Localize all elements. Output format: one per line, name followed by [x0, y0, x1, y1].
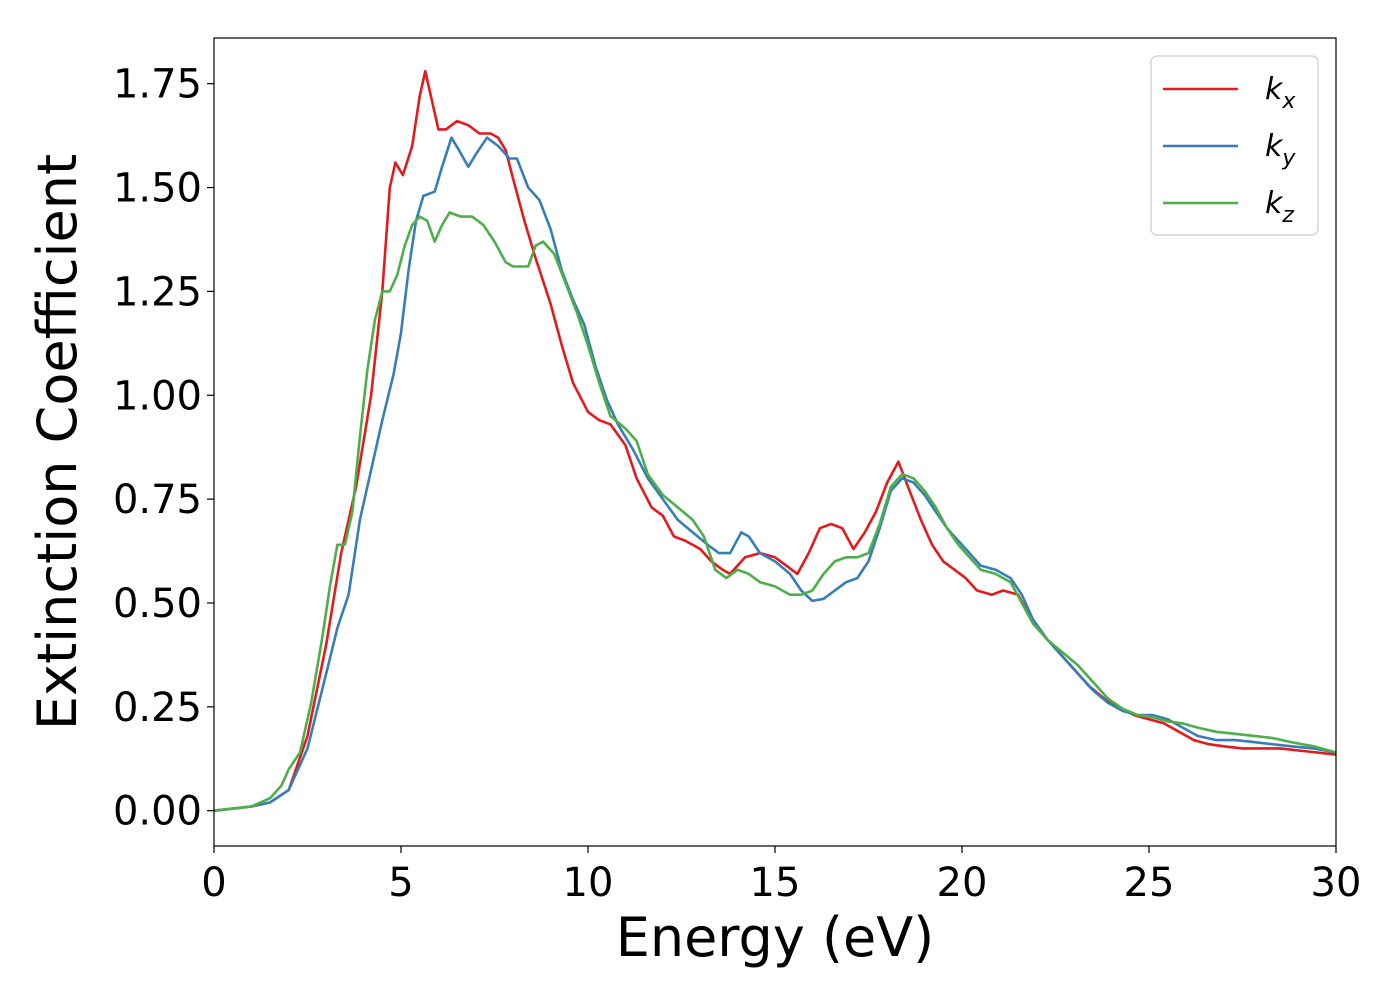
y-tick-label: 0.75	[113, 477, 202, 523]
series-lines	[213, 69, 1337, 812]
x-tick-label: 10	[563, 860, 614, 906]
x-tick-label: 20	[937, 860, 988, 906]
legend-label-x: kx	[1265, 72, 1296, 114]
legend-label-y: ky	[1265, 129, 1296, 171]
y-tick-label: 1.75	[113, 62, 202, 108]
series-line-z	[213, 211, 1337, 812]
legend: kx ky kz	[1150, 55, 1319, 236]
x-tick-label: 25	[1124, 860, 1175, 906]
y-axis-label: Extinction Coefficient	[26, 154, 89, 730]
x-tick-label: 30	[1311, 860, 1362, 906]
y-tick-label: 1.50	[113, 166, 202, 212]
x-axis-ticks: 0 5 10 15 20 25 30	[201, 846, 1361, 906]
legend-label-z: kz	[1265, 186, 1294, 228]
x-tick-label: 0	[201, 860, 226, 906]
y-tick-label: 1.25	[113, 269, 202, 315]
y-axis-ticks: 0.00 0.25 0.50 0.75 1.00 1.25 1.50 1.75	[113, 62, 214, 835]
series-line-y	[213, 136, 1337, 812]
x-axis-label: Energy (eV)	[616, 906, 935, 969]
x-tick-label: 5	[388, 860, 413, 906]
y-tick-label: 1.00	[113, 373, 202, 419]
y-tick-label: 0.50	[113, 581, 202, 627]
y-tick-label: 0.25	[113, 685, 202, 731]
x-tick-label: 15	[750, 860, 801, 906]
y-tick-label: 0.00	[113, 789, 202, 835]
